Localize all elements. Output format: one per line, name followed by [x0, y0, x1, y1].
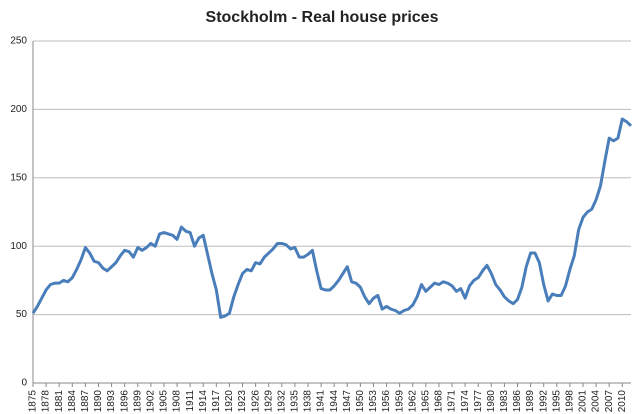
x-tick-label: 1950	[355, 390, 366, 413]
x-tick-label: 1905	[159, 390, 170, 413]
data-line	[31, 117, 633, 319]
x-tick-label: 1986	[512, 390, 523, 413]
x-tick-label: 1875	[28, 390, 39, 413]
x-tick-label: 1977	[473, 390, 484, 413]
x-tick-label: 1953	[368, 390, 379, 413]
x-tick-label: 1992	[538, 390, 549, 413]
x-tick-label: 1884	[67, 390, 78, 413]
x-tick-label: 1956	[381, 390, 392, 413]
x-tick-label: 1995	[551, 390, 562, 413]
x-tick-label: 1899	[132, 390, 143, 413]
x-tick-label: 1935	[290, 390, 301, 413]
x-tick-label: 1971	[447, 390, 458, 413]
y-tick-label: 250	[10, 36, 27, 47]
x-tick-label: 1941	[316, 390, 327, 413]
x-tick-label: 2001	[578, 390, 589, 413]
x-tick-label: 2004	[591, 390, 602, 413]
x-tick-label: 1878	[41, 390, 52, 413]
y-tick-label: 150	[10, 172, 27, 183]
x-tick-label: 1947	[342, 390, 353, 413]
y-tick-label: 200	[10, 104, 27, 115]
x-tick-label: 1968	[434, 390, 445, 413]
y-tick-label: 0	[21, 378, 27, 389]
x-tick-label: 1974	[460, 390, 471, 413]
y-tick-label: 100	[10, 241, 27, 252]
x-tick-label: 1908	[172, 390, 183, 413]
x-tick-label: 1890	[93, 390, 104, 413]
chart-title: Stockholm - Real house prices	[206, 9, 439, 26]
x-tick-label: 1959	[394, 390, 405, 413]
y-tick-label: 50	[16, 309, 28, 320]
x-tick-label: 1881	[54, 390, 65, 413]
x-tick-label: 2010	[617, 390, 628, 413]
x-tick-label: 1929	[263, 390, 274, 413]
x-tick-label: 1923	[237, 390, 248, 413]
x-tick-label: 1920	[224, 390, 235, 413]
x-tick-label: 1983	[499, 390, 510, 413]
x-tick-label: 1917	[211, 390, 222, 413]
x-tick-label: 1914	[198, 390, 209, 413]
x-tick-label: 1902	[145, 390, 156, 413]
x-tick-label: 1989	[525, 390, 536, 413]
x-tick-label: 1980	[486, 390, 497, 413]
x-tick-label: 1938	[303, 390, 314, 413]
x-tick-label: 1896	[119, 390, 130, 413]
x-tick-label: 1965	[420, 390, 431, 413]
x-tick-label: 1926	[250, 390, 261, 413]
x-tick-label: 1944	[329, 390, 340, 413]
x-tick-label: 2007	[604, 390, 615, 413]
x-tick-label: 1893	[106, 390, 117, 413]
x-tick-label: 1932	[276, 390, 287, 413]
x-tick-label: 1962	[407, 390, 418, 413]
x-tick-label: 1998	[565, 390, 576, 413]
x-tick-label: 1887	[80, 390, 91, 413]
x-tick-label: 1911	[185, 390, 196, 412]
